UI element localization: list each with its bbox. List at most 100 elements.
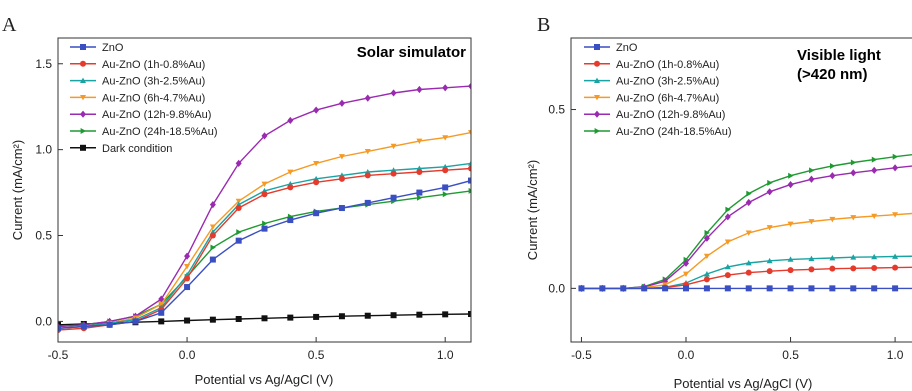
legend-label: Au-ZnO (3h-2.5%Au) [102,76,205,88]
data-point [704,229,710,236]
panel-a-plot-area [58,82,471,333]
data-point [766,285,773,292]
x-tick-label: 0.5 [308,348,325,362]
data-point [767,179,773,186]
panel-a-ylabel: Current (mA/cm²) [10,140,25,240]
data-point [313,210,320,217]
data-point [599,285,606,292]
legend-label: ZnO [616,42,638,54]
data-point [106,321,113,328]
data-point [703,271,710,277]
data-point [892,153,899,160]
legend-marker [80,60,86,67]
data-point [235,205,242,212]
data-point [158,301,165,308]
data-point [766,225,773,231]
data-point [683,285,689,292]
legend-label: Au-ZnO (12h-9.8%Au) [102,109,211,121]
data-point [158,309,165,316]
panel-b-ticks: -0.5 0.0 0.5 1.0 0.0 0.5 [548,103,903,362]
legend-marker [80,144,86,151]
legend-marker [594,110,600,118]
legend-item: Au-ZnO (24h-18.5%Au) [70,126,218,138]
data-point [766,257,773,264]
data-point [313,313,320,320]
data-point [235,198,242,205]
panel-b: B -0.5 0.0 0.5 1.0 0.0 0.5 ZnO Au-ZnO (1h-0.8%… [525,14,912,391]
panel-a-frame [57,37,472,343]
x-tick-label: 0.5 [782,348,799,362]
legend-marker [594,95,600,101]
data-point [313,160,320,167]
legend-item: Au-ZnO (3h-2.5%Au) [584,76,719,88]
data-point [364,312,371,319]
data-point [132,318,139,325]
legend-marker [80,77,86,83]
x-tick-label: -0.5 [48,348,69,362]
data-point [578,285,585,292]
data-point [184,264,191,270]
data-point [829,163,836,170]
data-point [808,266,815,273]
data-point [745,230,752,236]
data-point [724,263,731,270]
data-point [80,323,87,330]
data-point [184,252,191,260]
x-tick-label: 1.0 [887,348,904,362]
data-point [235,237,242,244]
legend-item: ZnO [584,42,638,54]
legend-item: Au-ZnO (12h-9.8%Au) [584,109,725,121]
data-point [442,311,449,318]
panel-b-legend: ZnO Au-ZnO (1h-0.8%Au) Au-ZnO (3h-2.5%Au) A… [584,42,732,138]
legend-label: Au-ZnO (1h-0.8%Au) [616,59,719,71]
legend-label: Au-ZnO (6h-4.7%Au) [616,92,719,104]
series-line [58,190,471,328]
data-point [390,312,397,319]
panel-a-xlabel: Potential vs Ag/AgCl (V) [195,372,334,387]
series-zno [58,177,471,332]
legend-item: Au-ZnO (1h-0.8%Au) [584,59,719,71]
legend-label: Au-ZnO (24h-18.5%Au) [616,126,732,138]
data-point [724,285,731,292]
data-point [808,255,815,262]
data-point [287,184,294,191]
data-point [209,256,216,263]
data-point [390,170,397,177]
data-point [829,265,836,272]
data-point [287,116,294,125]
data-point [58,325,61,332]
data-point [210,244,216,251]
legend-item: Au-ZnO (24h-18.5%Au) [584,126,732,138]
data-point [468,177,471,184]
data-point [184,275,191,282]
data-point [442,84,449,92]
data-point [158,318,165,325]
data-point [287,314,294,321]
data-point [416,168,423,175]
data-point [416,189,423,196]
data-point [338,175,345,182]
y-tick-label: 0.5 [548,103,565,117]
legend-item: Au-ZnO (6h-4.7%Au) [584,92,719,104]
legend-label: Au-ZnO (12h-9.8%Au) [616,109,725,121]
data-point [808,175,815,183]
data-point [209,200,216,209]
data-point [871,285,878,292]
data-point [850,265,857,272]
data-point [725,206,731,213]
series-zno [578,285,912,292]
legend-marker [594,77,600,83]
data-point [235,315,242,322]
data-point [829,172,836,180]
data-point [892,212,899,218]
data-point [766,268,773,275]
legend-marker [80,128,86,134]
data-point [871,156,878,163]
data-point [724,239,731,245]
data-point [787,267,794,274]
data-point [850,215,857,221]
data-point [442,167,449,174]
data-point [703,276,710,283]
data-point [683,259,689,267]
